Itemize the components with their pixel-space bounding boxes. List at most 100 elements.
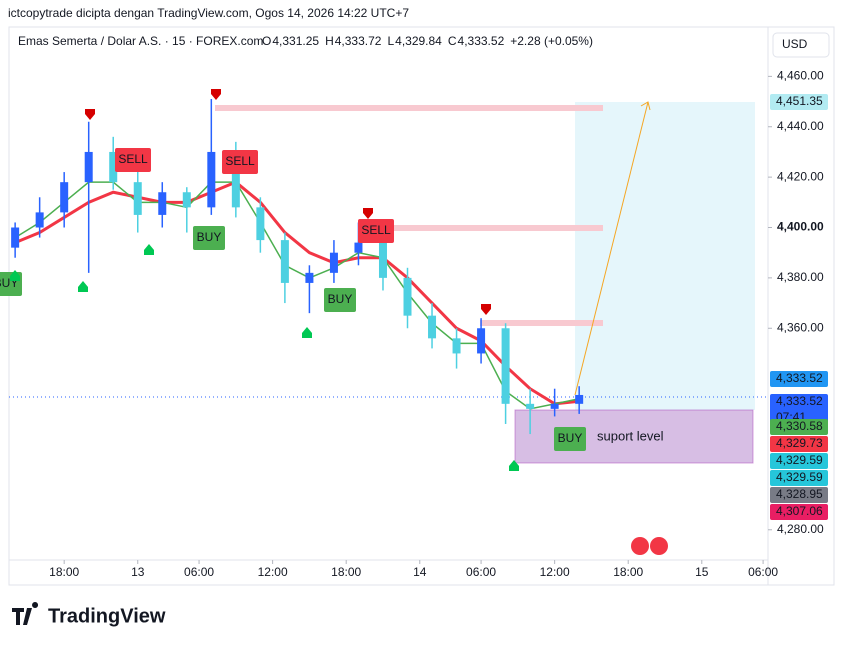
candle-body: [428, 315, 437, 339]
price-badge-label: 4,451.35: [776, 94, 823, 108]
candle-body: [207, 151, 216, 208]
candle-body: [133, 182, 142, 215]
candle-body: [550, 403, 559, 409]
y-tick-label: 4,280.00: [777, 522, 824, 536]
candle-body: [11, 227, 20, 248]
sell-marker: [211, 89, 221, 100]
signal-box: [554, 427, 586, 451]
candle-body: [354, 242, 363, 253]
zone-label: suport level: [597, 428, 664, 443]
signal-label: BUY: [197, 230, 222, 244]
ohlc-key: L: [387, 34, 394, 48]
resistance-line: [480, 320, 603, 326]
candle-body: [60, 182, 69, 213]
moving-average: [14, 181, 580, 410]
candle-body: [403, 277, 412, 316]
price-badge-label: 4,330.58: [776, 419, 823, 433]
currency[interactable]: USD: [782, 37, 808, 51]
candle-body: [501, 328, 510, 404]
candle-body: [256, 207, 265, 241]
signal-box: [222, 150, 258, 174]
candle-body: [109, 151, 118, 183]
signal-box: [358, 219, 394, 243]
y-tick-label: 4,360.00: [777, 320, 824, 334]
event-icon[interactable]: [631, 537, 649, 555]
arrow-head: [640, 101, 651, 111]
price-badge: [770, 419, 828, 435]
x-tick-label: 12:00: [258, 565, 288, 579]
price-badge: [770, 453, 828, 469]
x-tick-label: 14: [413, 565, 427, 579]
x-tick-label: 06:00: [466, 565, 496, 579]
signal-box: [193, 226, 225, 250]
symbol-title: Emas Semerta / Dolar A.S. · 15 · FOREX.c…: [18, 34, 263, 48]
sell-marker: [85, 109, 95, 120]
x-tick-label: 06:00: [184, 565, 214, 579]
x-tick-label: 06:00: [748, 565, 778, 579]
price-badge: [770, 394, 828, 426]
y-tick-label: 4,460.00: [777, 69, 824, 83]
signal-label: BUY: [558, 431, 583, 445]
y-tick-label: 4,440.00: [777, 119, 824, 133]
candle-body: [231, 151, 240, 208]
price-badge-label: 4,333.52: [776, 394, 823, 408]
brand: TradingView: [48, 605, 166, 627]
x-tick-label: 15: [695, 565, 709, 579]
price-badge: [770, 436, 828, 452]
price-badge: [770, 94, 828, 110]
buy-marker: [509, 460, 519, 471]
resistance-line: [215, 105, 603, 111]
signal-label: SELL: [118, 152, 148, 166]
candle-body: [378, 242, 387, 278]
candle-body: [575, 394, 584, 404]
currency-button[interactable]: [772, 32, 830, 58]
price-badge: [770, 504, 828, 520]
price-change: +2.28 (+0.05%): [510, 34, 593, 48]
candle-body: [280, 240, 289, 283]
candle-body: [158, 192, 167, 215]
candle-body: [329, 252, 338, 273]
price-badge-label: 4,329.59: [776, 470, 823, 484]
caption: ictcopytrade dicipta dengan TradingView.…: [8, 6, 409, 20]
resistance-line: [365, 225, 603, 231]
ohlc-value: 4,331.25: [272, 34, 319, 48]
ohlc-key: H: [325, 34, 334, 48]
y-tick-label: 4,400.00: [777, 220, 824, 234]
price-badge-label: 4,333.52: [776, 371, 823, 385]
sell-marker: [363, 208, 373, 219]
buy-marker: [144, 244, 154, 255]
signal-box: [115, 148, 151, 172]
candle-body: [182, 192, 191, 208]
y-tick-label: 4,380.00: [777, 270, 824, 284]
price-badge: [770, 487, 828, 503]
x-tick-label: 12:00: [540, 565, 570, 579]
logo-icon: [12, 602, 39, 625]
price-badge: [770, 470, 828, 486]
candle-body: [305, 272, 314, 283]
signal-label: SELL: [361, 223, 391, 237]
x-tick-label: 13: [131, 565, 145, 579]
plot: [11, 99, 584, 435]
candle-body: [477, 328, 486, 354]
ohlc-key: C: [448, 34, 457, 48]
buy-marker: [78, 281, 88, 292]
projection-arrow: [574, 101, 649, 396]
event-icon[interactable]: [650, 537, 668, 555]
price-badge-label: 4,329.73: [776, 436, 823, 450]
candle-body: [84, 151, 93, 183]
candle-body: [452, 338, 461, 354]
chart-frame: [8, 26, 835, 586]
price-badge-label: 4,307.06: [776, 504, 823, 518]
sell-marker: [481, 304, 491, 315]
moving-average: [14, 180, 580, 406]
signal-box: [324, 288, 356, 312]
price-badge-label: 4,329.59: [776, 453, 823, 467]
buy-marker: [302, 327, 312, 338]
y-tick-label: 4,420.00: [777, 169, 824, 183]
ohlc-value: 4,333.72: [335, 34, 382, 48]
x-tick-label: 18:00: [613, 565, 643, 579]
x-tick-label: 18:00: [49, 565, 79, 579]
target-zone: [575, 102, 755, 410]
